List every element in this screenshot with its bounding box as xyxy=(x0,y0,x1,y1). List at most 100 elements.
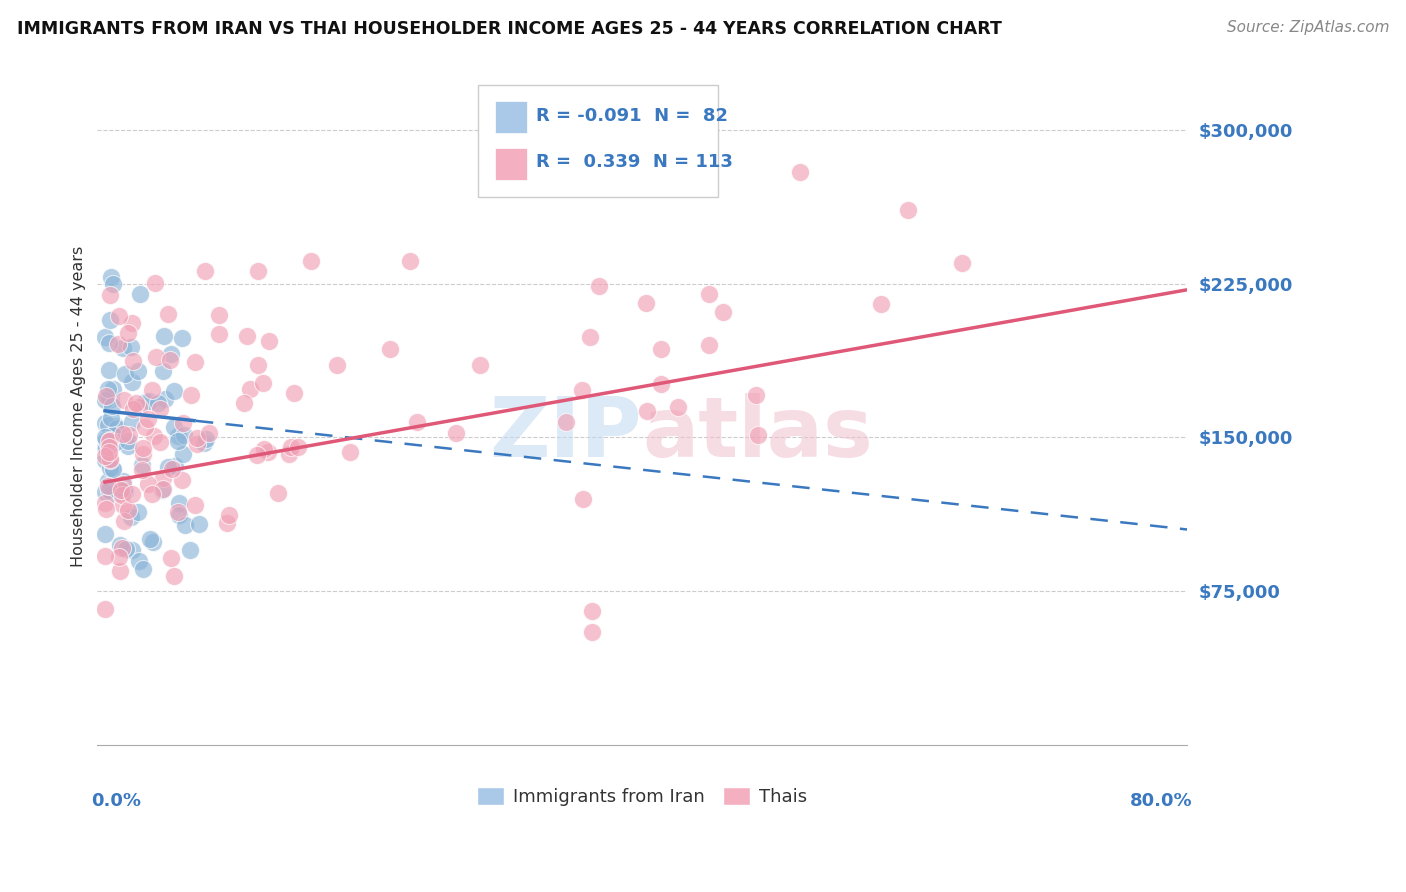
Point xyxy=(218,508,240,523)
Point xyxy=(122,354,145,368)
Point xyxy=(155,392,177,406)
Point xyxy=(699,287,721,301)
Point xyxy=(98,453,121,467)
Point xyxy=(167,505,190,519)
Point xyxy=(98,433,121,447)
Point xyxy=(406,415,429,429)
Point xyxy=(93,330,115,344)
Point xyxy=(125,396,148,410)
Point xyxy=(117,434,139,448)
Point xyxy=(711,305,734,319)
Point xyxy=(121,375,143,389)
Point xyxy=(97,418,120,433)
Point xyxy=(128,400,150,414)
Point xyxy=(299,253,322,268)
Point xyxy=(127,505,149,519)
Point xyxy=(149,401,172,416)
Point xyxy=(141,487,163,501)
Point xyxy=(93,441,115,455)
Point xyxy=(104,435,127,450)
Point xyxy=(98,461,121,475)
Text: R = -0.091  N =  82: R = -0.091 N = 82 xyxy=(536,107,728,125)
Point xyxy=(208,308,231,322)
Point xyxy=(96,436,118,450)
Point xyxy=(108,538,131,552)
Point xyxy=(163,459,186,474)
Point xyxy=(97,363,120,377)
Point xyxy=(172,331,194,345)
Point xyxy=(167,434,190,448)
Point xyxy=(152,328,174,343)
Point xyxy=(179,542,201,557)
Point xyxy=(172,416,194,430)
Point xyxy=(97,434,120,449)
Point xyxy=(572,492,595,507)
Point xyxy=(94,389,117,403)
Point xyxy=(93,549,115,563)
Point xyxy=(98,336,121,351)
Point xyxy=(579,329,602,343)
Point xyxy=(239,382,262,396)
Point xyxy=(93,453,115,467)
Point xyxy=(581,604,603,618)
Point xyxy=(117,439,139,453)
Point xyxy=(131,458,153,472)
Point xyxy=(145,350,167,364)
Point xyxy=(138,476,160,491)
Point xyxy=(339,445,361,459)
Point xyxy=(636,404,658,418)
Point xyxy=(246,358,269,372)
Point xyxy=(115,542,138,557)
Point xyxy=(121,316,143,330)
Point xyxy=(166,429,188,443)
Point xyxy=(104,485,127,500)
Point xyxy=(233,396,256,410)
Point xyxy=(159,352,181,367)
Point xyxy=(444,425,467,440)
Point xyxy=(128,554,150,568)
Point xyxy=(156,459,179,474)
Point xyxy=(747,427,769,442)
Point xyxy=(152,364,174,378)
Point xyxy=(110,488,132,502)
Point xyxy=(163,568,186,582)
Point xyxy=(897,203,920,218)
Point xyxy=(93,602,115,616)
Point xyxy=(97,436,120,450)
Point xyxy=(111,498,134,512)
Point xyxy=(111,476,134,491)
Point xyxy=(745,388,768,402)
Point xyxy=(100,392,122,406)
Point xyxy=(186,437,208,451)
Point xyxy=(108,310,131,324)
Point xyxy=(94,502,117,516)
Point xyxy=(114,368,136,382)
Point xyxy=(172,473,194,487)
Point xyxy=(131,562,153,576)
Point xyxy=(173,517,195,532)
Point xyxy=(100,411,122,425)
Point xyxy=(97,390,120,404)
Point xyxy=(256,445,278,459)
Point xyxy=(266,485,288,500)
Point xyxy=(195,432,218,446)
Point xyxy=(581,624,603,639)
Text: atlas: atlas xyxy=(643,393,873,475)
Point xyxy=(111,474,134,488)
Point xyxy=(94,442,117,456)
Point xyxy=(634,296,657,310)
Point xyxy=(114,483,136,498)
Point xyxy=(108,549,131,564)
Point xyxy=(666,400,689,414)
Point xyxy=(180,388,202,402)
Point xyxy=(97,478,120,492)
Point xyxy=(159,347,181,361)
FancyBboxPatch shape xyxy=(478,86,718,197)
Point xyxy=(650,342,672,356)
Point xyxy=(208,326,231,341)
Point xyxy=(470,358,492,372)
Point xyxy=(98,440,121,454)
Point xyxy=(280,440,302,454)
Point xyxy=(145,277,167,291)
Point xyxy=(287,440,309,454)
